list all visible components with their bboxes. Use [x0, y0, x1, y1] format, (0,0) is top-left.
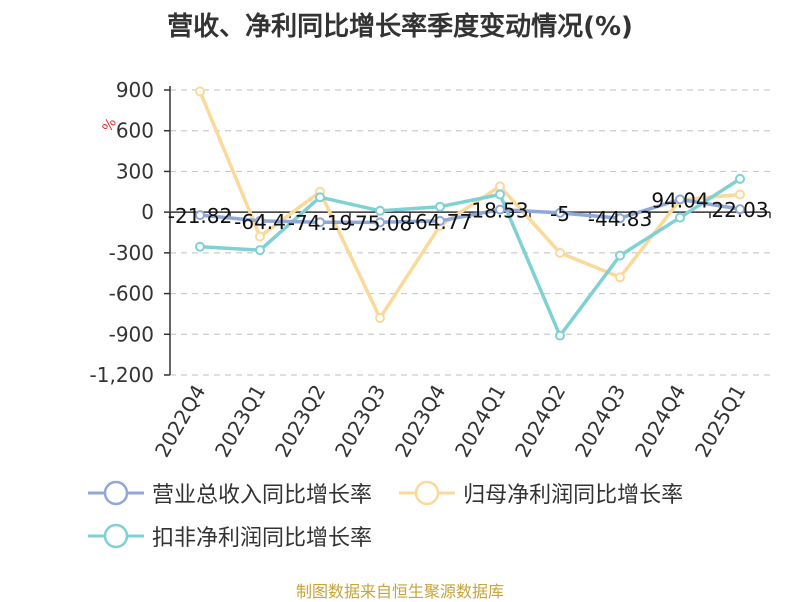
x-tick-label: 2024Q1	[450, 381, 510, 462]
data-point	[615, 213, 625, 224]
y-tick-label: 900	[116, 78, 154, 102]
data-labels: -21.82 -64.4 -74.19-75.08-64.77 18.53 -5 -44.…	[168, 188, 769, 235]
data-label: -21.82	[168, 204, 232, 228]
x-tick-label: 2023Q2	[270, 381, 330, 462]
y-tick-label: 300	[116, 159, 154, 183]
data-point	[375, 217, 385, 228]
legend-label: 归母净利润同比增长率	[463, 483, 684, 508]
x-tick-label: 2023Q3	[330, 381, 390, 462]
data-label: 22.03	[711, 198, 768, 222]
legend-line-circle-icon	[88, 480, 144, 506]
data-label: -74.19	[288, 211, 352, 235]
series-line	[199, 177, 741, 338]
x-tick-label: 2023Q4	[390, 381, 450, 462]
legend-item-deducted-profit[interactable]: 扣非净利润同比增长率	[88, 520, 766, 558]
y-tick-label: -900	[109, 322, 154, 346]
data-point	[555, 247, 565, 258]
data-point	[555, 207, 565, 218]
data-point	[375, 313, 385, 323]
data-label: -44.83	[588, 207, 652, 231]
data-point	[675, 194, 685, 205]
data-point	[495, 204, 505, 215]
y-tick-label: -600	[109, 282, 154, 306]
x-tick-label: 2023Q1	[210, 381, 270, 462]
data-point	[315, 217, 325, 228]
data-point	[315, 192, 325, 203]
data-label: -75.08	[348, 211, 412, 235]
data-point	[495, 189, 505, 200]
x-tick-label: 2024Q4	[630, 381, 690, 462]
series-line	[199, 197, 741, 225]
data-point	[255, 245, 265, 256]
legend-item-revenue[interactable]: 营业总收入同比增长率	[88, 474, 372, 512]
x-tick-label: 2024Q2	[510, 381, 570, 462]
legend-line-circle-icon	[88, 523, 144, 549]
data-label: 18.53	[471, 199, 528, 223]
data-point	[675, 212, 685, 223]
data-label: 94.04	[651, 188, 708, 212]
y-tick-label: 600	[116, 119, 154, 143]
data-label: -5	[550, 202, 570, 226]
data-point	[435, 201, 445, 212]
data-point	[255, 215, 265, 226]
x-tick-label: 2024Q3	[570, 381, 630, 462]
legend-label: 营业总收入同比增长率	[152, 483, 373, 508]
data-point	[615, 272, 625, 283]
x-tick-label: 2025Q1	[690, 381, 750, 462]
y-tick-label: -1,200	[90, 363, 154, 387]
data-point	[375, 205, 385, 216]
data-point	[435, 215, 445, 226]
data-point	[735, 173, 745, 184]
data-point	[195, 241, 205, 252]
data-point	[195, 86, 205, 97]
chart-title: 营收、净利同比增长率季度变动情况(%)	[167, 12, 633, 42]
data-label: -64.4	[234, 210, 286, 234]
legend-label: 扣非净利润同比增长率	[152, 526, 373, 551]
data-point	[195, 210, 205, 221]
y-tick-label: -300	[109, 241, 154, 265]
data-point	[495, 181, 505, 192]
legend: 营业总收入同比增长率 归母净利润同比增长率 扣非净利润同比增长率	[88, 474, 788, 558]
data-point	[555, 330, 565, 341]
data-label: -64.77	[408, 210, 472, 234]
source-note: 制图数据来自恒生聚源数据库	[295, 582, 504, 601]
series-lines	[195, 86, 745, 341]
legend-line-circle-icon	[399, 480, 456, 506]
data-point	[735, 189, 745, 200]
data-point	[615, 250, 625, 261]
data-point	[735, 204, 745, 215]
data-point	[255, 231, 265, 242]
x-tick-label: 2022Q4	[150, 381, 210, 462]
y-tick-label: 0	[141, 200, 154, 224]
legend-item-net-profit[interactable]: 归母净利润同比增长率	[399, 474, 683, 512]
